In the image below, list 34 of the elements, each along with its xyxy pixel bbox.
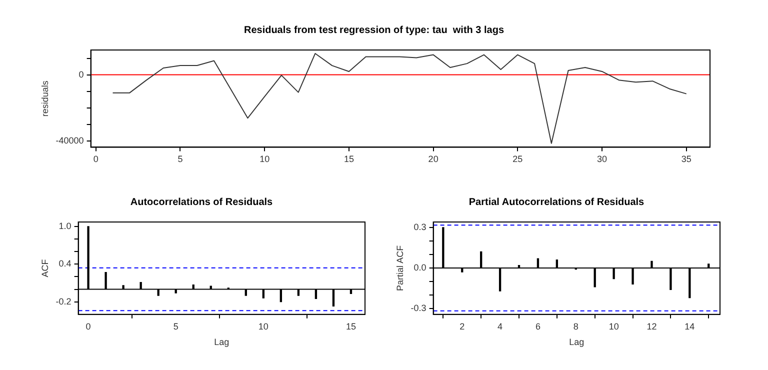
y-axis-title: residuals xyxy=(40,80,50,117)
x-tick-label: 14 xyxy=(684,321,695,332)
x-tick-label: 8 xyxy=(573,321,578,332)
chart-title: Partial Autocorrelations of Residuals xyxy=(468,196,645,208)
y-tick-label: 1.0 xyxy=(58,220,72,231)
x-tick-label: 5 xyxy=(178,154,183,164)
y-tick-label: 0.0 xyxy=(414,262,426,272)
x-tick-label: 15 xyxy=(344,154,354,164)
x-tick-label: 0 xyxy=(93,154,98,164)
x-tick-label: 10 xyxy=(258,321,268,332)
x-axis-title: Lag xyxy=(214,337,230,348)
x-tick-label: 20 xyxy=(428,154,438,164)
x-tick-label: 35 xyxy=(681,154,692,164)
x-tick-label: 6 xyxy=(535,321,540,332)
x-tick-label: 5 xyxy=(173,321,178,332)
y-tick-label: -0.3 xyxy=(410,303,426,314)
x-tick-label: 4 xyxy=(498,321,503,332)
chart-title: Residuals from test regression of type: tau with 3 lags xyxy=(244,24,504,36)
x-tick-label: 30 xyxy=(597,154,608,164)
x-tick-label: 10 xyxy=(260,154,270,164)
x-tick-label: 12 xyxy=(646,321,657,332)
y-tick-label: 0.3 xyxy=(414,222,426,232)
chart-title: Autocorrelations of Residuals xyxy=(130,196,274,208)
x-tick-label: 2 xyxy=(460,321,465,332)
y-axis-title: ACF xyxy=(40,258,50,278)
y-axis-title: Partial ACF xyxy=(394,244,405,291)
y-tick-label: -40000 xyxy=(56,135,84,146)
x-tick-label: 0 xyxy=(86,321,91,332)
x-tick-label: 10 xyxy=(608,321,619,332)
x-axis-title: Lag xyxy=(569,337,584,348)
x-tick-label: 25 xyxy=(512,154,523,164)
y-tick-label: 0.4 xyxy=(58,258,72,269)
x-tick-label: 15 xyxy=(346,321,356,332)
y-tick-label: -0.2 xyxy=(56,296,72,306)
